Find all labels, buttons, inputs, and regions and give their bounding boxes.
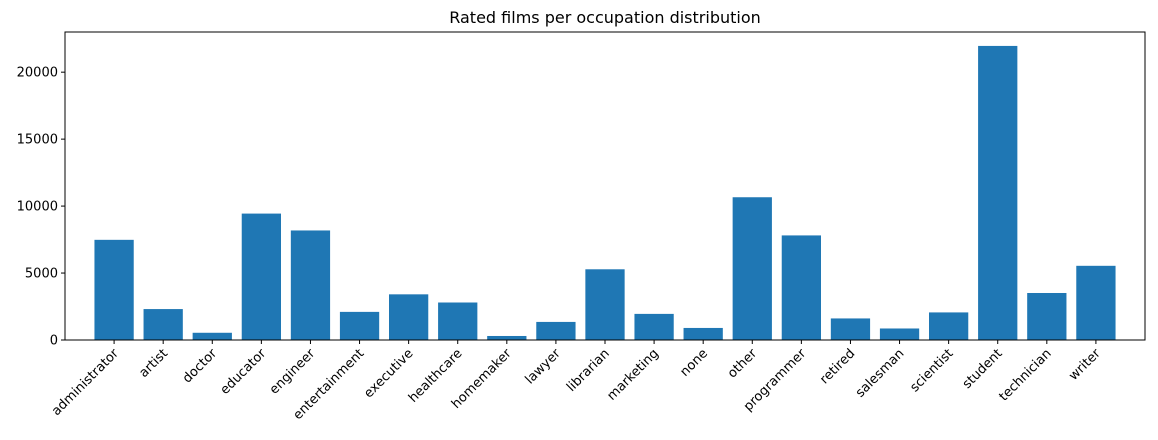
x-tick-label: artist — [136, 346, 171, 381]
x-tick-label: librarian — [564, 346, 613, 395]
bar-doctor — [192, 332, 232, 340]
bar-administrator — [94, 239, 134, 340]
x-tick-label: educator — [218, 346, 270, 398]
bar-educator — [241, 213, 281, 340]
bar-none — [683, 327, 723, 340]
x-tick-label: administrator — [49, 346, 122, 419]
x-tick-label: doctor — [180, 346, 221, 387]
bar-homemaker — [487, 335, 527, 340]
x-tick-label: lawyer — [523, 346, 565, 388]
x-tick-label: other — [725, 346, 761, 382]
x-axis: administrator artist doctoreducatorenginee… — [49, 340, 1104, 423]
bar-librarian — [585, 269, 625, 340]
bar-lawyer — [536, 321, 576, 340]
x-tick-label: scientist — [907, 346, 956, 395]
x-tick-label: student — [960, 346, 1006, 392]
y-axis: 0 5000 10000 15000 20000 — [17, 66, 65, 349]
y-tick-label: 20000 — [17, 66, 58, 81]
chart-title: Rated films per occupation distribution — [449, 8, 761, 27]
x-tick-label: salesman — [853, 346, 907, 400]
y-tick-label: 0 — [50, 334, 58, 349]
bar-healthcare — [438, 302, 478, 340]
bar-salesman — [879, 328, 920, 340]
x-tick-label: engineer — [267, 346, 319, 398]
x-tick-label: marketing — [604, 346, 661, 403]
plot-frame — [64, 31, 1146, 341]
y-tick-label: 15000 — [17, 133, 58, 148]
x-tick-label: technician — [996, 346, 1054, 404]
bar-artist — [143, 309, 183, 340]
x-tick-label: retired — [817, 346, 858, 387]
bar-executive — [389, 294, 429, 340]
bar-other — [732, 197, 772, 340]
y-tick-label: 5000 — [25, 267, 58, 282]
x-tick-label: none — [677, 346, 711, 380]
bar-marketing — [634, 313, 674, 340]
bar-retired — [830, 318, 871, 340]
bar-programmer — [781, 235, 821, 340]
y-tick-label: 10000 — [17, 200, 58, 215]
bar-engineer — [290, 230, 331, 340]
bars-group — [94, 45, 1116, 341]
bar-technician — [1027, 292, 1067, 340]
x-tick-label: writer — [1066, 346, 1104, 384]
bar-writer — [1076, 265, 1116, 340]
bar-student — [978, 45, 1018, 341]
bar-entertainment — [339, 311, 380, 340]
bar-scientist — [929, 312, 969, 340]
